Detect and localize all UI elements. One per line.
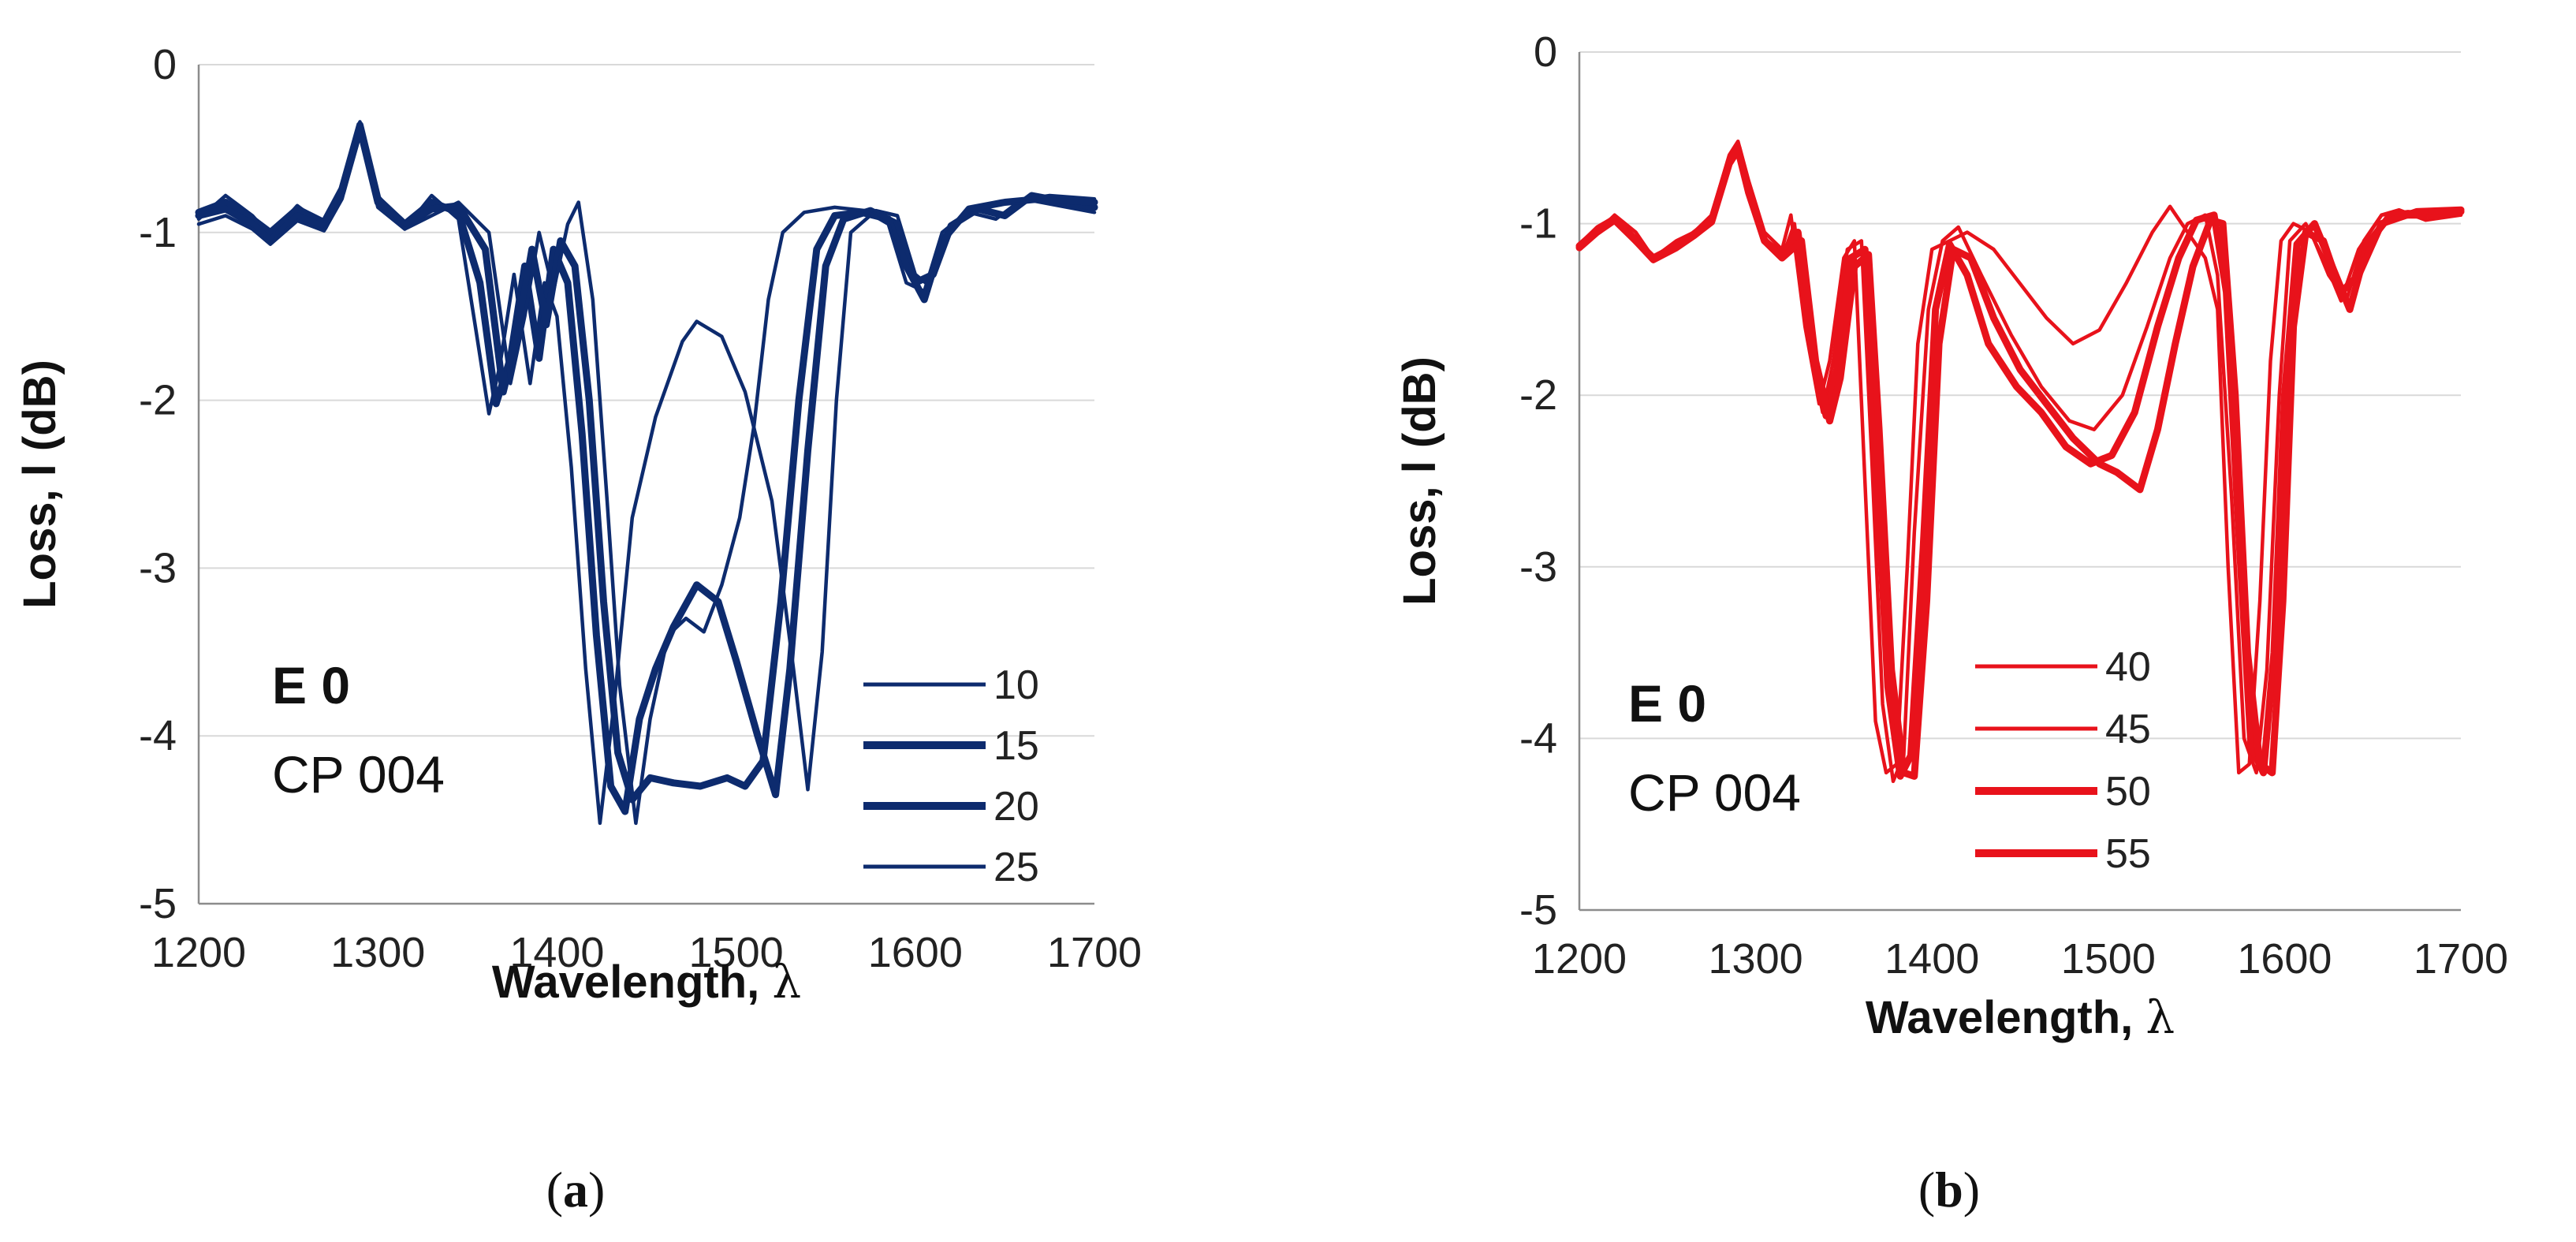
legend-label-10: 10	[993, 662, 1039, 708]
x-axis-label-text: Wavelength,	[1866, 992, 2146, 1043]
series-line-55	[1575, 146, 2465, 780]
y-tick-label: 0	[153, 41, 177, 88]
series-line-25	[196, 129, 1097, 826]
x-tick-label: 1400	[509, 929, 604, 976]
x-axis-label: Wavelength, λ	[1866, 990, 2175, 1044]
x-tick-label: 1300	[330, 929, 425, 976]
y-tick-label: -1	[1519, 200, 1557, 248]
legend-label-20: 20	[993, 784, 1039, 830]
y-tick-label: -3	[139, 544, 177, 591]
panel-label: (a)	[546, 1162, 606, 1218]
y-axis-label: Loss, l (dB)	[1394, 356, 1445, 606]
x-axis-label: Wavelength, λ	[492, 955, 801, 1009]
annotation-code: CP 004	[272, 745, 445, 804]
x-tick-label: 1600	[868, 929, 963, 976]
legend-label-55: 55	[2105, 831, 2151, 877]
x-axis-label-symbol: λ	[2145, 990, 2175, 1044]
x-tick-label: 1300	[1709, 935, 1803, 983]
x-tick-label: 1200	[1532, 935, 1627, 983]
y-tick-label: -5	[1519, 886, 1557, 934]
x-tick-label: 1200	[151, 929, 246, 976]
legend: 40 45 50 55	[1975, 644, 2151, 877]
series-line-40	[1577, 139, 2463, 775]
legend: 10 15 20 25	[863, 662, 1039, 890]
y-axis-label: Loss, l (dB)	[14, 360, 65, 609]
annotation-specimen: E 0	[272, 656, 350, 714]
x-tick-label: 1600	[2237, 935, 2332, 983]
series-line-45	[1577, 144, 2463, 784]
legend-label-45: 45	[2105, 707, 2151, 752]
legend-label-15: 15	[993, 723, 1039, 769]
x-tick-label: 1700	[1047, 929, 1142, 976]
panel-label-letter: b	[1935, 1162, 1963, 1218]
panel-label-close: )	[588, 1162, 605, 1218]
y-tick-label: -4	[1519, 714, 1557, 762]
panel-label-open: (	[1918, 1162, 1935, 1218]
x-axis-label-symbol: λ	[772, 955, 801, 1009]
y-tick-label: -3	[1519, 543, 1557, 591]
annotation-specimen: E 0	[1628, 674, 1706, 733]
panel-label-letter: a	[563, 1162, 588, 1218]
y-tick-label: -4	[139, 712, 177, 759]
x-tick-label: 1500	[2061, 935, 2156, 983]
annotation-code: CP 004	[1628, 763, 1801, 822]
panel-label: (b)	[1918, 1162, 1980, 1218]
legend-label-40: 40	[2105, 644, 2151, 690]
y-tick-label: -5	[139, 880, 177, 927]
panel-label-close: )	[1963, 1162, 1980, 1218]
legend-label-50: 50	[2105, 769, 2151, 815]
x-tick-label: 1700	[2414, 935, 2508, 983]
x-tick-label: 1500	[689, 929, 784, 976]
x-axis-label-text: Wavelength,	[492, 957, 773, 1008]
series-line-10	[196, 120, 1097, 826]
y-tick-label: -2	[139, 377, 177, 424]
legend-label-25: 25	[993, 845, 1039, 890]
series-line-50	[1575, 144, 2465, 780]
panel-label-open: (	[546, 1162, 563, 1218]
y-tick-label: 0	[1534, 28, 1557, 76]
y-tick-label: -1	[139, 209, 177, 256]
x-tick-label: 1400	[1884, 935, 1979, 983]
y-tick-label: -2	[1519, 371, 1557, 419]
